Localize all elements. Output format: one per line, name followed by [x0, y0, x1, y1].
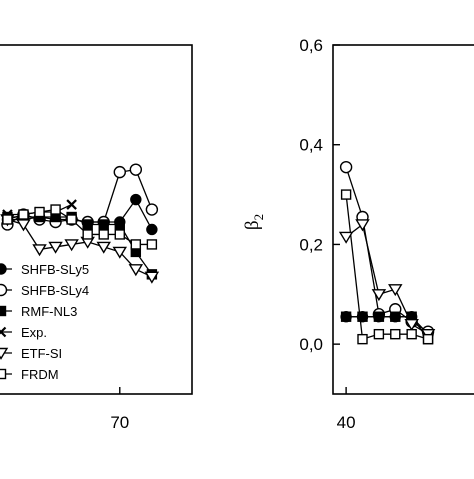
legend-label-exp: Exp. — [21, 325, 47, 340]
left-frdm-point — [66, 214, 77, 225]
right-etf-si-point — [338, 231, 354, 244]
legend-label-rmf-nl3: RMF-NL3 — [21, 304, 77, 319]
right-frdm-point — [406, 328, 417, 340]
left-etf-si-point — [64, 239, 79, 252]
left-panel: 70 — [0, 44, 193, 432]
legend-marker-shfb-sly5 — [0, 263, 7, 275]
left-plot-frame — [0, 44, 193, 395]
legend-marker-frdm — [0, 368, 7, 380]
left-etf-si-point — [112, 246, 128, 259]
left-series-line-rmf-nl3 — [7, 216, 153, 275]
left-etf-si-point — [16, 219, 31, 232]
right-frdm-point — [422, 333, 434, 345]
legend-label-etf-si: ETF-SI — [21, 346, 62, 361]
left-shfb-sly4-point — [113, 165, 126, 179]
right-etf-si-point — [388, 284, 403, 297]
right-y-tick-label-0: 0,0 — [299, 335, 323, 354]
right-frdm-point — [373, 328, 385, 340]
left-frdm-point — [2, 214, 13, 225]
right-y-tick-label-3: 0,6 — [299, 36, 323, 55]
left-etf-si-point — [48, 241, 63, 254]
left-frdm-point — [82, 229, 93, 240]
left-series-line-frdm — [7, 208, 152, 246]
left-frdm-point — [34, 206, 45, 218]
right-etf-si-point — [404, 319, 419, 332]
left-rmf-nl3-point — [98, 219, 109, 230]
left-etf-si-point — [96, 241, 111, 254]
left-series-line-etf-si — [7, 218, 153, 278]
left-shfb-sly4-point — [129, 163, 143, 176]
right-y-axis-label: β2 — [242, 214, 266, 230]
left-frdm-point — [130, 239, 142, 250]
right-rmf-nl3-point — [390, 311, 401, 322]
right-x-tick-label-40: 40 — [337, 413, 356, 432]
right-panel: 40 0,0 0,2 0,4 0,6 — [299, 36, 474, 432]
right-frdm-point — [357, 333, 368, 345]
left-shfb-sly4-point — [145, 203, 159, 216]
right-frdm-point — [390, 328, 401, 340]
left-etf-si-point — [128, 264, 144, 277]
legend-marker-exp — [0, 326, 7, 338]
right-rmf-nl3-point — [373, 311, 385, 322]
left-shfb-sly5-point — [146, 223, 158, 236]
right-rmf-nl3-point — [340, 311, 352, 322]
right-frdm-point — [340, 189, 352, 200]
legend-label-shfb-sly5: SHFB-SLy5 — [21, 262, 89, 277]
left-frdm-point — [18, 209, 29, 220]
right-shfb-sly4-point — [339, 160, 353, 174]
left-etf-si-point — [144, 271, 160, 284]
right-y-tick-label-2: 0,4 — [299, 136, 323, 155]
left-frdm-point — [50, 204, 61, 215]
left-frdm-point — [98, 229, 109, 240]
left-frdm-point — [146, 239, 158, 250]
legend-marker-shfb-sly4 — [0, 283, 8, 297]
legend: SHFB-SLy5 SHFB-SLy4 RMF-NL3 Exp. ETF-SI FRDM — [0, 262, 89, 382]
legend-marker-rmf-nl3 — [0, 305, 7, 317]
left-shfb-sly5-point — [130, 193, 142, 206]
legend-label-frdm: FRDM — [21, 367, 59, 382]
left-frdm-point — [114, 229, 125, 240]
right-etf-si-point — [355, 219, 370, 232]
legend-label-shfb-sly4: SHFB-SLy4 — [21, 283, 89, 298]
right-etf-si-point — [371, 289, 387, 302]
left-rmf-nl3-point — [82, 219, 93, 230]
right-plot-frame — [332, 44, 474, 395]
left-exp-point — [66, 199, 77, 210]
left-x-tick-label-70: 70 — [110, 413, 129, 432]
right-y-tick-label-1: 0,2 — [299, 235, 323, 254]
left-rmf-nl3-point — [114, 219, 125, 230]
left-etf-si-point — [32, 244, 47, 257]
right-rmf-nl3-point — [357, 311, 368, 322]
legend-marker-etf-si — [0, 347, 9, 360]
